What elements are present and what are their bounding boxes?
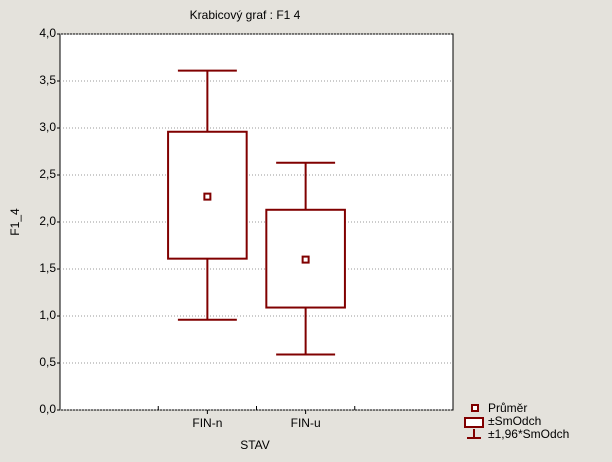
y-tick-label: 0,0 — [39, 402, 56, 416]
y-tick-label: 4,0 — [39, 26, 56, 40]
legend-mean-icon — [471, 404, 479, 412]
mean-marker — [203, 192, 212, 201]
y-tick-label: 3,0 — [39, 120, 56, 134]
legend-label: Průměr — [488, 401, 527, 415]
x-axis-label: STAV — [240, 438, 270, 452]
y-tick-label: 2,0 — [39, 214, 56, 228]
y-tick-label: 1,0 — [39, 308, 56, 322]
x-tick-label: FIN-n — [192, 416, 222, 430]
legend-box-icon — [464, 417, 484, 428]
y-tick-label: 2,5 — [39, 167, 56, 181]
x-tick-label: FIN-u — [291, 416, 321, 430]
legend-label: ±1,96*SmOdch — [488, 427, 569, 441]
y-tick-label: 1,5 — [39, 261, 56, 275]
chart-title: Krabicový graf : F1 4 — [190, 8, 301, 22]
plot-area — [59, 33, 454, 411]
y-axis-label: F1_4 — [8, 208, 22, 236]
y-tick-label: 0,5 — [39, 355, 56, 369]
legend-label: ±SmOdch — [488, 414, 541, 428]
y-tick-label: 3,5 — [39, 73, 56, 87]
mean-marker — [301, 255, 310, 264]
